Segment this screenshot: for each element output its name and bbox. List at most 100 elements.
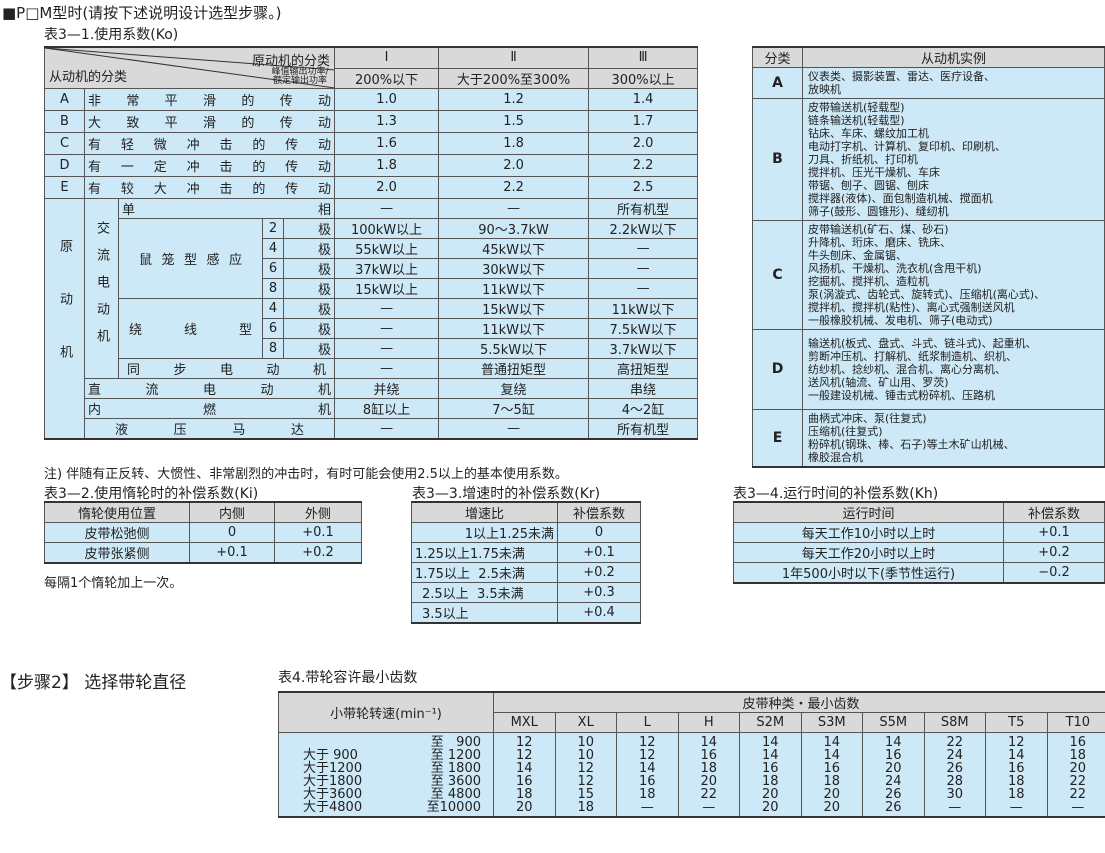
cell: 并绕 [334,378,440,399]
cell: +0.1 [189,542,275,564]
cell: — [334,298,440,319]
speed-to: 至 4800 [430,787,481,802]
min-teeth-cell: 26 [884,800,902,815]
col-header: 分类 [752,46,803,68]
speed-to: 至 1800 [430,761,481,776]
min-teeth-cell: — [702,800,716,815]
belt-type-header: 皮带种类・最小齿数 [492,691,1105,713]
min-teeth-cell: 15 [577,787,595,802]
cell: 1.3 [334,110,440,133]
table-row: E 有较大冲击的传动 2.0 2.2 2.5 [44,176,699,199]
cell: 55kW以上 [334,238,440,259]
cell: 1.5 [438,110,590,133]
speed-from: 大于 900 [303,748,358,763]
row-desc: 直流电动机 [83,378,336,399]
min-teeth-cell: 18 [761,774,779,789]
row-key: B [752,98,803,221]
cell: 1.25以上1.75未满 [411,542,558,563]
table-row: 内燃机 8缸以上 7～5缸 4～2缸 [45,398,699,419]
row-key: A [752,67,803,99]
table-row: C 有轻微冲击的传动 1.6 1.8 2.0 [44,132,699,155]
pole-count: 8 [262,278,284,299]
min-teeth-cell: 18 [1007,774,1025,789]
ratio-label: 峰值输出功率/额定输出功率 [271,67,329,86]
min-teeth-cell: 14 [761,748,779,763]
table-3-1-title: 表3—1.使用系数(Ko) [44,27,179,43]
cell: 90～3.7kW [438,218,590,239]
prime-mover-label: 原动机的分类 [252,54,331,69]
cell: 1.0 [334,88,440,111]
min-teeth-cell: 18 [515,787,533,802]
table-row: 同步电动机 — 普通扭矩型 高扭矩型 [45,358,699,379]
min-teeth-cell: 18 [1069,748,1087,763]
row-desc: 有一定冲击的传动 [83,154,336,177]
table-row: E 曲柄式冲床、泵(往复式) 压缩机(往复式) 粉碎机(钢珠、棒、石子)等土木矿山… [752,409,1105,468]
table-row: D 有一定冲击的传动 1.8 2.0 2.2 [44,154,699,177]
table-row: 1以上1.25未满 0 [411,522,641,543]
table-3-1-note: 注) 伴随有正反转、大惯性、非常剧烈的冲击时，有时可能会使用2.5以上的基本使用… [44,467,568,482]
table-row: 皮带张紧侧 +0.1 +0.2 [44,542,362,564]
min-teeth-cell: 14 [823,735,841,750]
pole-unit: 极 [282,278,336,299]
min-teeth-cell: — [1071,800,1085,815]
cell: — [334,318,440,339]
row-desc: 单相 [117,198,336,219]
speed-from: 大于4800 [303,800,363,815]
min-teeth-column: 16 18 20 22 22— [1046,732,1105,818]
cell: 2.2 [588,154,699,177]
page-heading: ■P□M型时(请按下述说明设计选型步骤。) [2,4,282,22]
diagonal-header-cell: 原动机的分类 从动机的分类 峰值输出功率/额定输出功率 [43,46,336,89]
cell: 2.0 [588,132,699,155]
min-teeth-cell: 16 [1007,761,1025,776]
min-teeth-cell: 30 [946,787,964,802]
col-header: 从动机实例 [802,46,1105,68]
cell: 15kW以上 [334,278,440,299]
table-row: 3.5以上 +0.4 [411,602,641,624]
row-desc: 同步电动机 [117,358,336,379]
min-teeth-cell: 10 [577,748,595,763]
cell: 7.5kW以下 [588,318,699,339]
cell: 2.5以上 3.5未满 [411,582,558,603]
min-teeth-cell: 20 [823,787,841,802]
cell: 45kW以下 [438,238,590,259]
col-class-2: Ⅱ [438,46,590,69]
col-header: 补偿系数 [1003,501,1105,523]
table-row: 每天工作10小时以上时 +0.1 [733,522,1105,543]
min-teeth-cell: 24 [946,748,964,763]
col-header: 补偿系数 [557,501,641,523]
row-desc: 有轻微冲击的传动 [83,132,336,155]
min-teeth-cell: 20 [884,761,902,776]
table-3-2-title: 表3—2.使用惰轮时的补偿系数(Ki) [44,486,259,502]
cell: 1.8 [334,154,440,177]
table-row: 8 极 —5.5kW以下 3.7kW以下 [45,338,699,359]
cell: — [334,338,440,359]
cell: 2.0 [334,176,440,199]
col-header: 增速比 [411,501,558,523]
belt-type-S2M: S2M [739,712,802,733]
pole-count: 6 [262,258,284,279]
pole-count: 6 [262,318,284,339]
row-key: C [752,220,803,330]
min-teeth-cell: 18 [823,774,841,789]
table-row: A 非常平滑的传动 1.0 1.2 1.4 [44,88,699,111]
cell: 0 [557,522,641,543]
min-teeth-cell: 20 [823,800,841,815]
cell: 11kW以下 [438,278,590,299]
cell: — [438,418,590,440]
cell: 100kW以上 [334,218,440,239]
table-row: 1.25以上1.75未满 +0.1 [411,542,641,563]
min-teeth-cell: 22 [700,787,718,802]
min-teeth-cell: — [948,800,962,815]
min-teeth-cell: 18 [1007,787,1025,802]
min-teeth-cell: — [640,800,654,815]
min-teeth-cell: 12 [515,748,533,763]
wound-rotor-label: 绕线型 [118,298,263,359]
min-teeth-cell: 28 [946,774,964,789]
min-teeth-cell: 12 [577,774,595,789]
driven-label: 从动机的分类 [49,70,128,85]
pole-count: 2 [262,218,284,239]
belt-type-T10: T10 [1046,712,1105,733]
min-teeth-cell: 20 [1069,761,1087,776]
cell: 每天工作10小时以上时 [733,522,1004,543]
table-row: 每天工作20小时以上时 +0.2 [733,542,1105,563]
